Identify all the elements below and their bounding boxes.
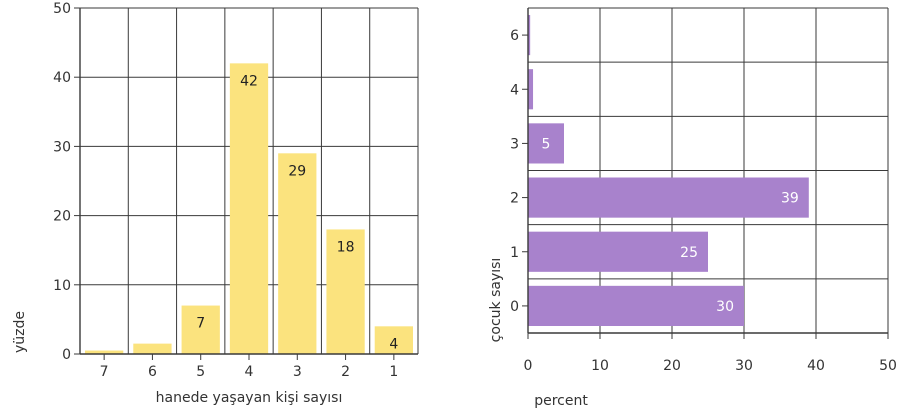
x-tick-label: 7 xyxy=(100,364,109,380)
y-tick-label: 40 xyxy=(53,70,71,86)
bar-data-label: 7 xyxy=(196,316,205,332)
x-axis-title: hanede yaşayan kişi sayısı xyxy=(156,390,343,406)
bar-data-label: 39 xyxy=(781,191,799,207)
y-axis-title: çocuk sayısı xyxy=(488,258,504,343)
y-tick-label: 6 xyxy=(510,28,519,44)
y-tick-label: 10 xyxy=(53,278,71,294)
x-tick-label: 6 xyxy=(148,364,157,380)
x-tick-label: 0 xyxy=(524,358,533,374)
x-tick-label: 3 xyxy=(293,364,302,380)
x-tick-label: 20 xyxy=(663,358,681,374)
y-tick-label: 20 xyxy=(53,209,71,225)
y-tick-label: 50 xyxy=(53,1,71,17)
y-tick-label: 2 xyxy=(510,191,519,207)
y-tick-label: 1 xyxy=(510,245,519,261)
bar xyxy=(528,231,708,272)
y-tick-label: 4 xyxy=(510,82,519,98)
bar-data-label: 42 xyxy=(240,73,258,89)
bar-data-label: 5 xyxy=(542,136,551,152)
bar xyxy=(229,63,269,355)
bar-data-label: 30 xyxy=(716,299,734,315)
x-tick-label: 10 xyxy=(591,358,609,374)
bar xyxy=(133,343,172,354)
bar-data-label: 29 xyxy=(288,163,306,179)
x-tick-label: 5 xyxy=(196,364,205,380)
bar xyxy=(528,285,744,326)
household-size-chart: 0 10 20 30 40 50 7 42 29 18 4 7 6 5 4 3 2 1 hanede yaşayan… xyxy=(12,1,419,406)
bar-data-label: 18 xyxy=(337,239,355,255)
bar-data-label: 4 xyxy=(389,336,398,352)
y-tick-label: 30 xyxy=(53,139,71,155)
bar xyxy=(374,326,413,354)
bar xyxy=(528,15,531,56)
bar xyxy=(181,305,220,354)
x-tick-label: 2 xyxy=(341,364,350,380)
y-tick-label: 3 xyxy=(510,136,519,152)
bar-data-label: 25 xyxy=(680,245,698,261)
x-tick-label: 30 xyxy=(735,358,753,374)
bar xyxy=(528,123,564,164)
x-tick-label: 1 xyxy=(389,364,398,380)
bar xyxy=(278,153,317,354)
bar xyxy=(528,177,809,218)
y-tick-label: 0 xyxy=(62,347,71,363)
x-tick-label: 4 xyxy=(245,364,254,380)
x-axis-title: percent xyxy=(534,393,588,409)
y-tick-label: 0 xyxy=(510,299,519,315)
bar xyxy=(85,350,124,354)
x-tick-label: 40 xyxy=(807,358,825,374)
y-axis-title: yüzde xyxy=(12,311,28,353)
x-tick-label: 50 xyxy=(879,358,897,374)
bar xyxy=(528,69,534,110)
bar xyxy=(326,229,365,354)
